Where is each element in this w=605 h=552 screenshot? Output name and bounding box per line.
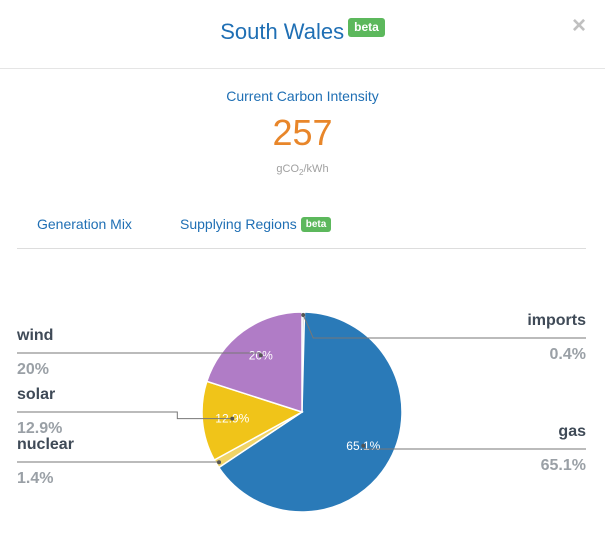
tab-generation-mix[interactable]: Generation Mix [37, 216, 132, 232]
leader-line-solar [17, 411, 233, 420]
legend-pct-nuclear: 1.4% [17, 470, 53, 487]
legend-name-nuclear: nuclear [17, 436, 74, 453]
legend-name-gas: gas [558, 423, 586, 440]
generation-mix-pie-chart: imports0.4%65.1%gas65.1%nuclear1.4%12.9%… [16, 311, 586, 513]
unit-subscript: 2 [299, 168, 304, 178]
close-icon[interactable]: × [571, 12, 586, 39]
legend-pct-solar: 12.9% [17, 420, 62, 437]
legend-name-wind: wind [16, 327, 53, 344]
modal-header: South Wales beta × [0, 0, 605, 69]
leader-dot-wind [258, 353, 263, 358]
leader-line-imports [302, 314, 586, 339]
region-title: South Wales [220, 19, 345, 44]
leader-dot-nuclear [217, 460, 222, 465]
pie-slice-solar[interactable] [201, 380, 304, 462]
title-beta-badge: beta [348, 17, 385, 37]
tab-bar: Generation Mix Supplying Regions beta [17, 206, 586, 249]
leader-dot-gas [361, 443, 366, 448]
pie-slice-gas[interactable] [217, 311, 403, 513]
legend-pct-gas: 65.1% [541, 457, 586, 474]
tab-supplying-regions[interactable]: Supplying Regions beta [180, 216, 332, 233]
tab-supplying-regions-label: Supplying Regions [180, 216, 297, 232]
legend-name-solar: solar [17, 386, 55, 403]
intensity-value: 257 [272, 112, 333, 153]
intensity-label: Current Carbon Intensity [226, 88, 379, 104]
pie-slice-wind[interactable] [205, 311, 303, 414]
modal-title-wrap: South Wales beta [0, 17, 605, 45]
legend-pct-imports: 0.4% [550, 346, 586, 363]
legend-pct-wind: 20% [17, 361, 49, 378]
unit-prefix: gCO [276, 163, 300, 175]
intensity-unit: gCO2/kWh [0, 163, 605, 177]
unit-suffix: /kWh [303, 163, 329, 175]
legend-name-imports: imports [527, 312, 586, 329]
tab-beta-badge: beta [300, 216, 332, 232]
leader-dot-imports [301, 313, 306, 318]
leader-dot-solar [230, 416, 235, 421]
